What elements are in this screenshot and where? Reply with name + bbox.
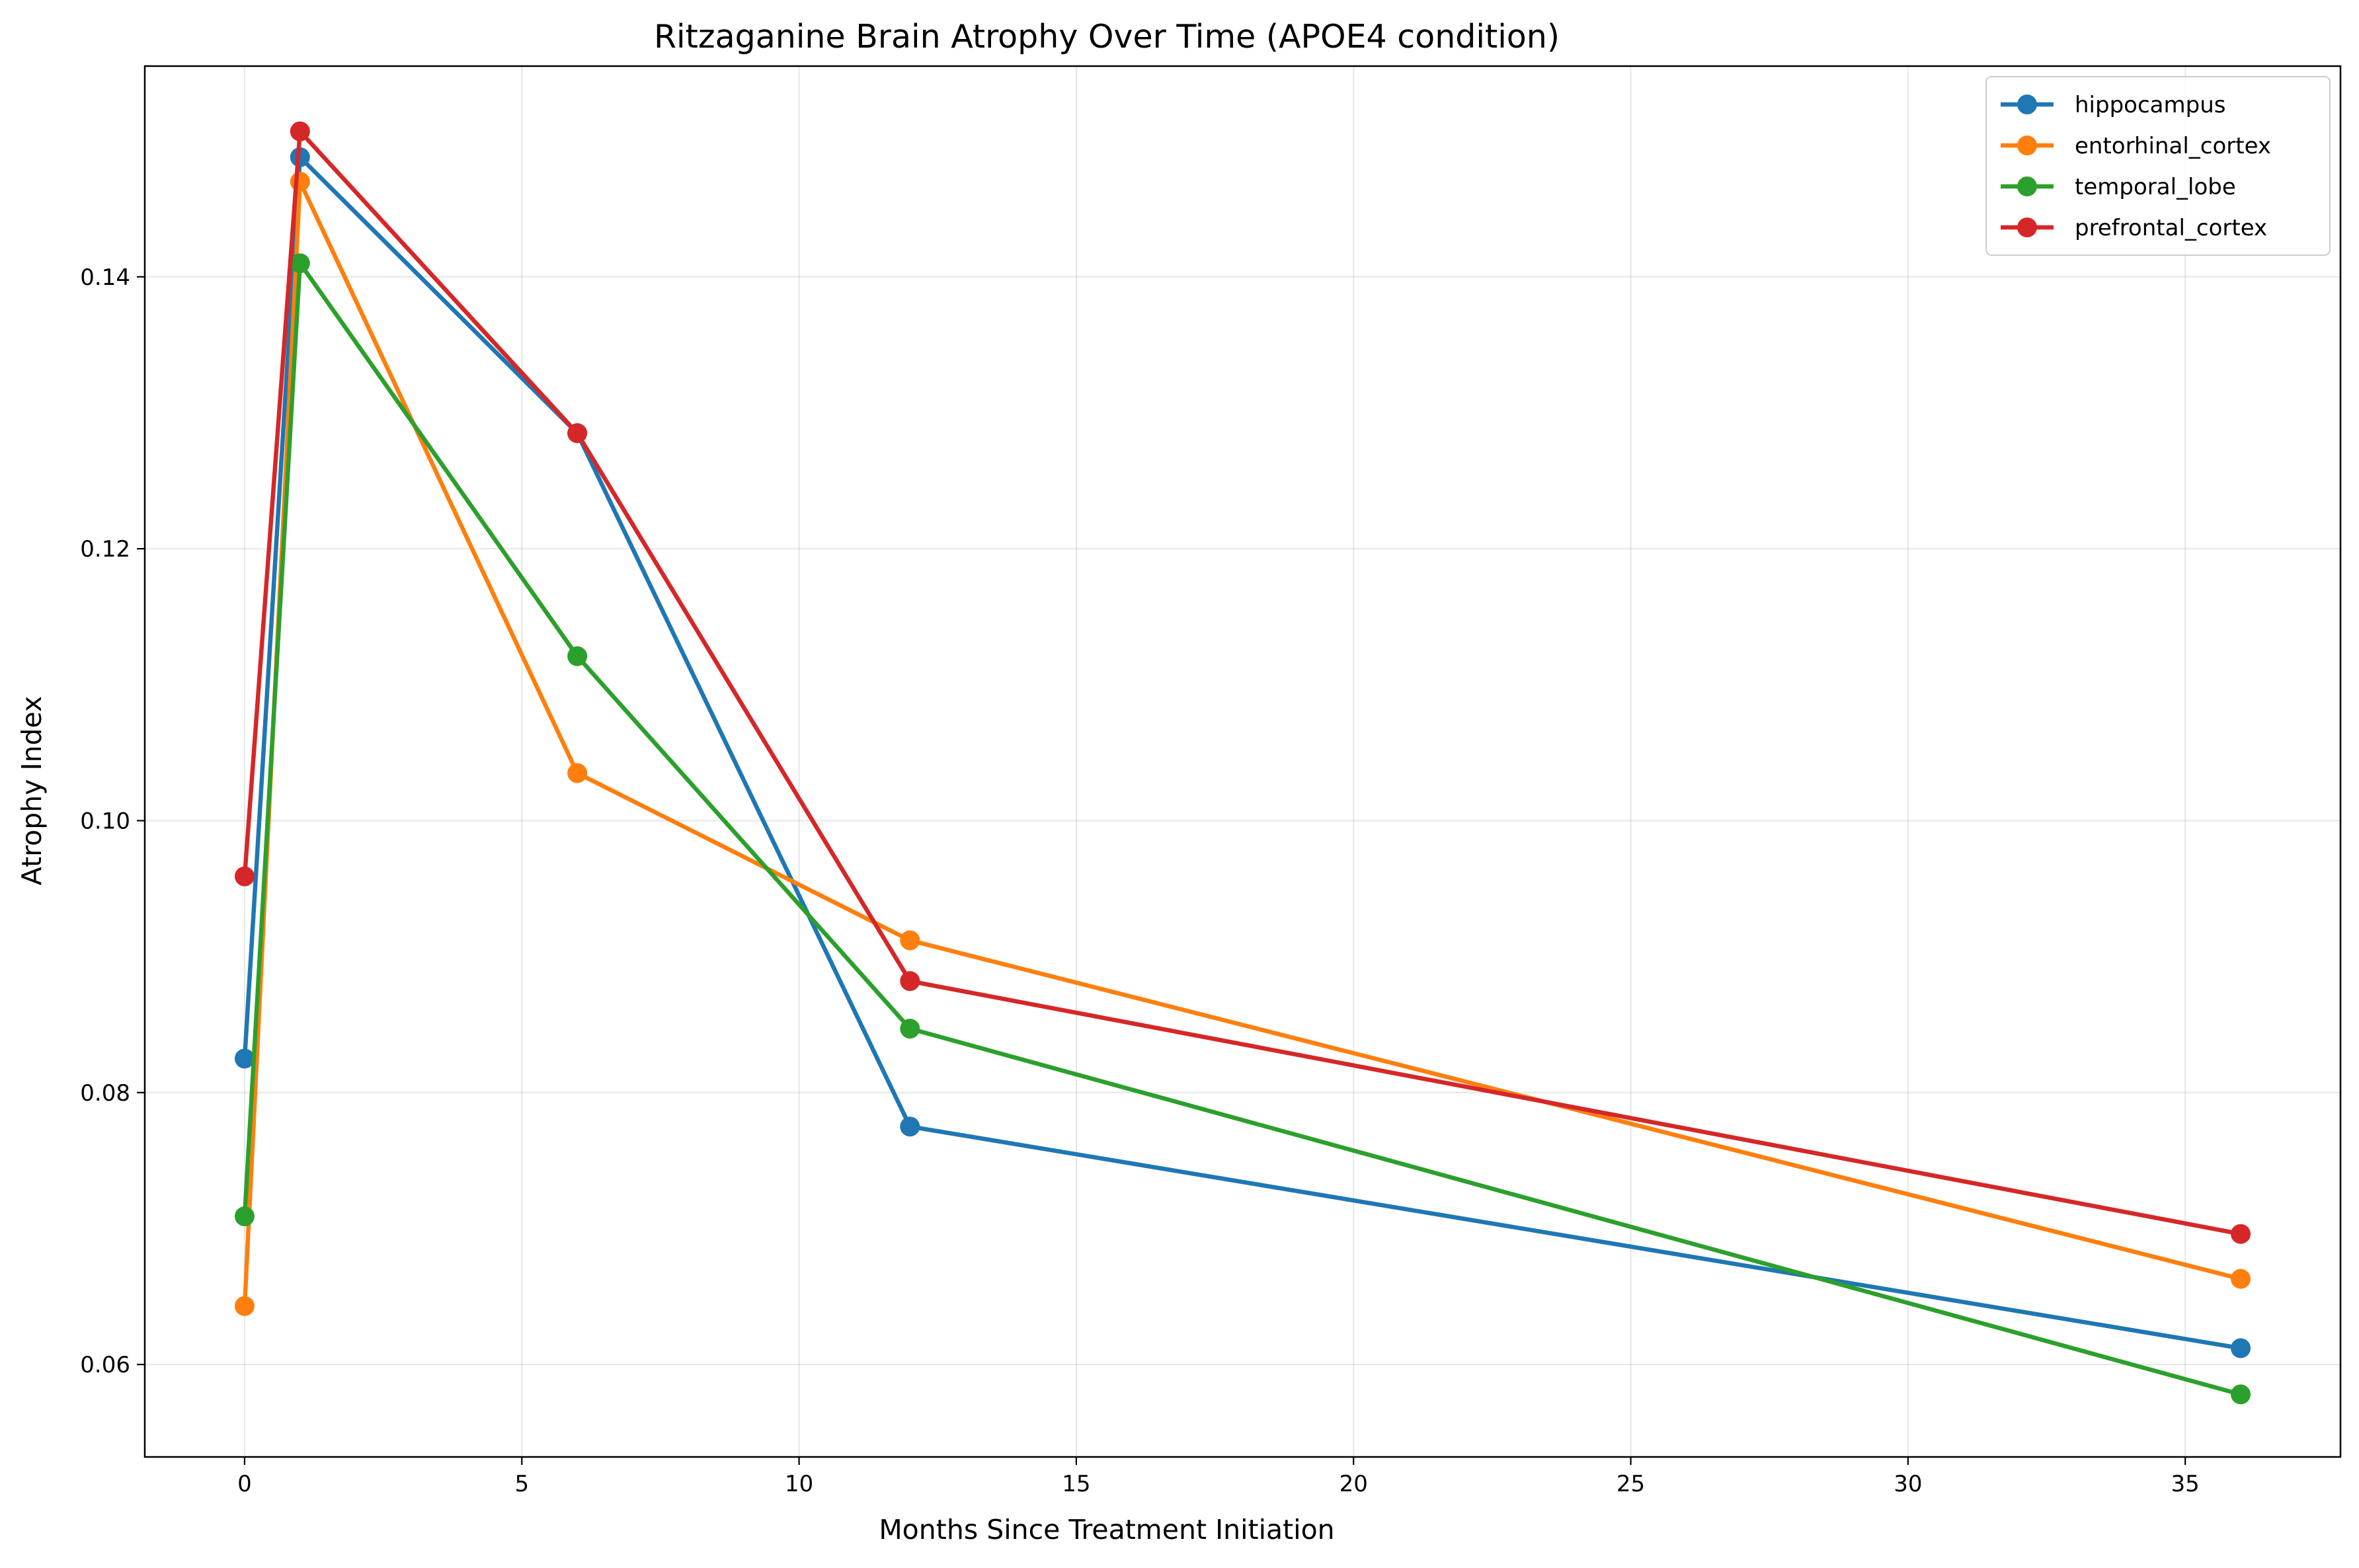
data-point [900, 930, 920, 951]
x-tick-label: 10 [785, 1471, 813, 1497]
x-tick-label: 25 [1617, 1471, 1645, 1497]
data-point [567, 646, 588, 666]
data-point [234, 866, 255, 886]
data-point [2231, 1338, 2251, 1358]
data-point [2231, 1384, 2251, 1405]
series-group [234, 121, 2251, 1405]
grid [145, 66, 2340, 1457]
data-point [567, 763, 588, 783]
legend-item: hippocampus [2001, 92, 2225, 118]
data-point [290, 121, 310, 141]
series-prefrontal_cortex [234, 121, 2251, 1244]
data-point [900, 971, 920, 992]
x-axis-label: Months Since Treatment Initiation [879, 1514, 1334, 1546]
x-tick-label: 30 [1894, 1471, 1922, 1497]
y-axis-label: Atrophy Index [16, 696, 48, 886]
series-temporal_lobe [234, 253, 2251, 1405]
data-point [234, 1048, 255, 1069]
legend-marker [2017, 176, 2037, 196]
data-point [290, 253, 310, 274]
x-tick-label: 35 [2171, 1471, 2200, 1497]
data-point [234, 1206, 255, 1226]
data-point [234, 1296, 255, 1316]
data-point [567, 423, 588, 444]
data-point [290, 171, 310, 192]
legend-box [1985, 76, 2331, 256]
x-tick-label: 5 [514, 1471, 529, 1497]
y-tick-label: 0.08 [80, 1080, 130, 1107]
chart-title: Ritzaganine Brain Atrophy Over Time (APO… [654, 18, 1560, 56]
legend-label: hippocampus [2075, 92, 2225, 118]
legend-item: prefrontal_cortex [2001, 215, 2267, 241]
legend-label: entorhinal_cortex [2075, 133, 2271, 159]
legend-label: prefrontal_cortex [2075, 215, 2267, 241]
legend-marker [2017, 95, 2037, 114]
y-tick-label: 0.14 [80, 264, 130, 291]
data-point [900, 1117, 920, 1137]
data-point [900, 1019, 920, 1039]
plot-frame [143, 65, 2342, 1458]
y-tick-label: 0.06 [80, 1352, 130, 1378]
legend-item: entorhinal_cortex [2001, 133, 2271, 159]
legend-item: temporal_lobe [2001, 174, 2236, 200]
legend-marker [2017, 136, 2037, 155]
x-tick-label: 0 [237, 1471, 252, 1497]
legend-marker [2017, 217, 2037, 237]
legend-label: temporal_lobe [2075, 174, 2236, 200]
data-point [2231, 1224, 2251, 1244]
y-tick-label: 0.12 [80, 536, 130, 563]
x-tick-label: 20 [1339, 1471, 1368, 1497]
axis-ticks: 0 5 10 15 20 25 30 35 0.06 0.08 0.10 0.12 0.14 [80, 264, 2200, 1497]
data-point [2231, 1269, 2251, 1289]
x-tick-label: 15 [1062, 1471, 1090, 1497]
legend: hippocampus entorhinal_cortex temporal_lob… [1985, 76, 2331, 256]
y-tick-label: 0.10 [80, 808, 130, 834]
